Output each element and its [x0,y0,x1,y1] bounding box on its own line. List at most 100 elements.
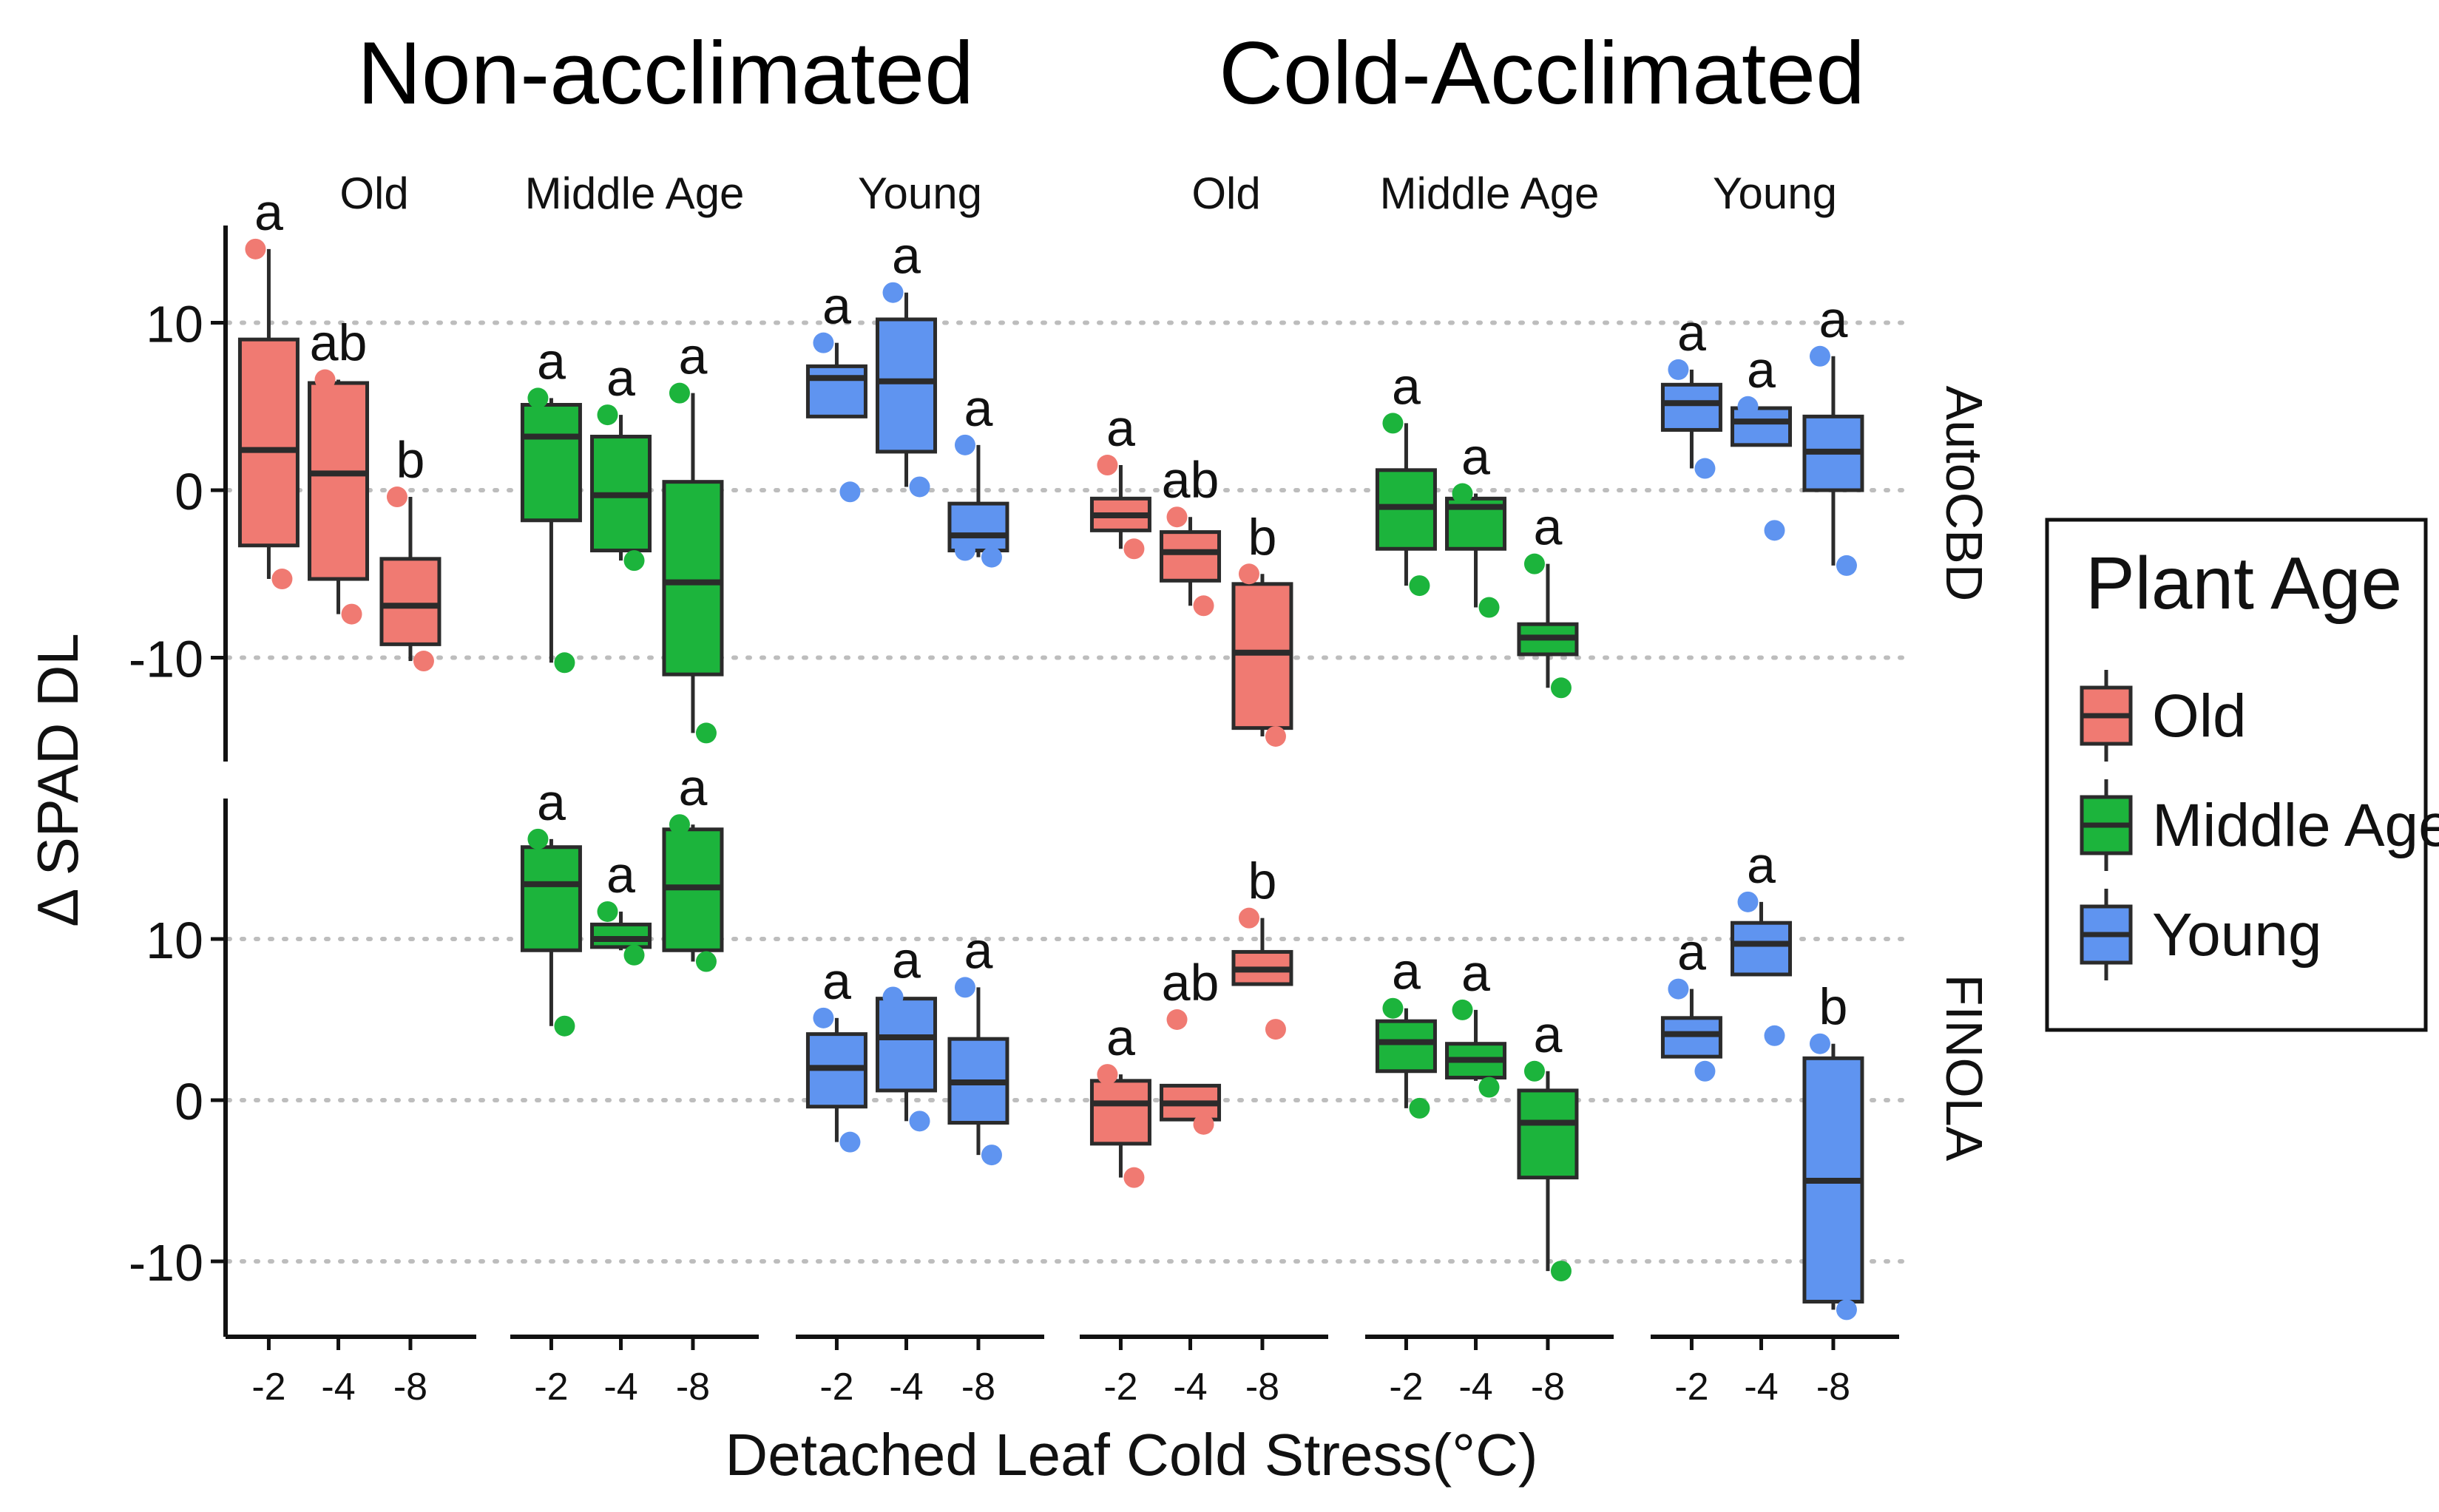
point-finola-cold-acclimated-old-x-2-1 [1123,1167,1145,1188]
point-finola-non-acclimated-middle-age-x-2-0 [527,828,549,850]
point-autocbd-cold-acclimated-young-x-2-1 [1694,458,1716,479]
legend-title: Plant Age [2086,542,2402,625]
y-tick-label-autocbd--10: -10 [129,631,203,688]
point-finola-cold-acclimated-young-x-2-1 [1694,1060,1716,1082]
significance-letter-autocbd-non-acclimated-middle-age-x-4: a [606,349,635,407]
point-autocbd-cold-acclimated-young-x-8-0 [1809,345,1830,367]
significance-letter-autocbd-non-acclimated-young-x-4: a [892,227,921,285]
x-tick-label-non-acclimated-old-2: -8 [393,1366,427,1408]
legend-label-middle-age: Middle Age [2152,792,2439,859]
point-autocbd-non-acclimated-old-x-2-0 [245,238,266,260]
point-finola-cold-acclimated-middle-age-x-4-1 [1478,1077,1500,1098]
point-autocbd-non-acclimated-old-x-8-0 [386,487,407,508]
point-autocbd-non-acclimated-middle-age-x-2-1 [554,652,575,674]
column-strip-cold-acclimated-middle-age: Middle Age [1380,169,1600,218]
significance-letter-autocbd-cold-acclimated-middle-age-x-4: a [1461,428,1490,486]
box-finola-non-acclimated-middle-age-x-2 [520,845,582,952]
x-tick-label-cold-acclimated-middle-age-1: -4 [1458,1366,1492,1408]
column-strip-non-acclimated-old: Old [339,169,408,218]
y-tick-label-finola-10: 10 [146,912,203,969]
x-tick-label-non-acclimated-old-1: -4 [321,1366,355,1408]
column-strip-cold-acclimated-old: Old [1191,169,1260,218]
box-finola-non-acclimated-middle-age-x-4 [590,922,652,949]
box-finola-cold-acclimated-young-x-2 [1660,1016,1722,1059]
point-autocbd-non-acclimated-middle-age-x-4-0 [597,404,618,426]
panel-grid: -10 0 10 AutoCBD -10 0 10 FINOLA Old -2 -4 -8 Middle… [129,169,1993,1408]
column-strip-cold-acclimated-young: Young [1713,169,1837,218]
point-finola-cold-acclimated-middle-age-x-8-0 [1523,1060,1545,1082]
significance-letter-finola-non-acclimated-middle-age-x-2: a [537,773,566,831]
point-autocbd-cold-acclimated-old-x-8-0 [1238,563,1259,585]
significance-letter-autocbd-cold-acclimated-old-x-4: ab [1162,451,1220,509]
point-finola-cold-acclimated-old-x-8-1 [1265,1019,1286,1040]
point-finola-cold-acclimated-young-x-2-0 [1668,978,1689,1000]
x-tick-label-non-acclimated-young-2: -8 [961,1366,995,1408]
point-finola-cold-acclimated-young-x-8-1 [1836,1299,1857,1321]
significance-letter-autocbd-non-acclimated-young-x-8: a [964,379,992,437]
significance-letter-autocbd-cold-acclimated-old-x-2: a [1106,399,1135,457]
point-autocbd-non-acclimated-young-x-8-1 [981,546,1002,568]
point-autocbd-cold-acclimated-young-x-8-1 [1836,555,1857,576]
significance-letter-finola-non-acclimated-young-x-8: a [964,921,992,979]
point-finola-cold-acclimated-old-x-8-0 [1238,907,1259,929]
point-autocbd-non-acclimated-old-x-2-1 [271,569,293,590]
significance-letter-finola-non-acclimated-young-x-4: a [892,931,921,989]
box-finola-cold-acclimated-young-x-4 [1731,921,1793,977]
point-finola-cold-acclimated-old-x-2-0 [1097,1064,1118,1085]
point-autocbd-cold-acclimated-young-x-2-0 [1668,359,1689,380]
point-finola-cold-acclimated-middle-age-x-8-1 [1550,1261,1572,1282]
point-finola-non-acclimated-young-x-4-0 [882,986,904,1008]
point-autocbd-non-acclimated-young-x-4-1 [909,476,930,498]
x-tick-label-cold-acclimated-young-0: -2 [1674,1366,1708,1408]
point-autocbd-cold-acclimated-middle-age-x-4-1 [1478,597,1500,618]
point-finola-cold-acclimated-middle-age-x-2-0 [1382,997,1404,1019]
significance-letter-finola-cold-acclimated-middle-age-x-2: a [1392,943,1421,1000]
point-autocbd-cold-acclimated-old-x-4-1 [1193,595,1214,617]
box-autocbd-non-acclimated-middle-age-x-2 [520,402,582,523]
point-finola-non-acclimated-middle-age-x-2-1 [554,1015,575,1037]
header-non-acclimated: Non-acclimated [357,24,974,123]
point-autocbd-non-acclimated-middle-age-x-8-1 [695,722,717,744]
significance-letter-finola-cold-acclimated-middle-age-x-8: a [1533,1006,1562,1063]
column-strip-non-acclimated-young: Young [858,169,982,218]
x-tick-label-cold-acclimated-old-1: -4 [1173,1366,1207,1408]
point-autocbd-non-acclimated-old-x-8-1 [413,651,434,672]
x-tick-label-cold-acclimated-old-2: -8 [1245,1366,1279,1408]
box-autocbd-non-acclimated-middle-age-x-8 [662,480,724,677]
point-autocbd-cold-acclimated-middle-age-x-8-0 [1523,553,1545,574]
x-tick-label-cold-acclimated-young-1: -4 [1744,1366,1778,1408]
point-autocbd-cold-acclimated-middle-age-x-2-0 [1382,413,1404,434]
point-autocbd-cold-acclimated-middle-age-x-4-0 [1452,483,1473,504]
box-autocbd-cold-acclimated-old-x-8 [1231,582,1293,730]
significance-letter-finola-non-acclimated-middle-age-x-4: a [606,846,635,904]
point-autocbd-cold-acclimated-old-x-8-1 [1265,725,1286,747]
significance-letter-autocbd-cold-acclimated-middle-age-x-2: a [1392,357,1421,415]
box-finola-non-acclimated-young-x-4 [876,997,938,1093]
point-finola-cold-acclimated-old-x-4-0 [1166,1009,1188,1030]
point-finola-non-acclimated-young-x-8-0 [954,977,975,998]
x-axis-label: Detached Leaf Cold Stress(°C) [725,1422,1538,1488]
significance-letter-autocbd-non-acclimated-young-x-2: a [822,277,851,335]
box-finola-cold-acclimated-middle-age-x-8 [1517,1088,1579,1180]
box-autocbd-non-acclimated-young-x-2 [805,364,867,418]
x-tick-label-non-acclimated-middle-age-2: -8 [676,1366,710,1408]
point-finola-cold-acclimated-middle-age-x-2-1 [1409,1097,1430,1119]
significance-letter-finola-cold-acclimated-old-x-2: a [1106,1008,1135,1066]
x-tick-label-non-acclimated-middle-age-1: -4 [603,1366,637,1408]
point-finola-non-acclimated-middle-age-x-4-0 [597,901,618,922]
header-cold-acclimated: Cold-Acclimated [1219,24,1865,123]
point-finola-non-acclimated-middle-age-x-8-0 [669,814,690,835]
point-autocbd-cold-acclimated-old-x-2-1 [1123,538,1145,560]
y-tick-label-finola-0: 0 [175,1073,203,1130]
point-autocbd-non-acclimated-middle-age-x-8-0 [669,382,690,404]
point-finola-non-acclimated-young-x-2-0 [813,1007,834,1028]
point-autocbd-non-acclimated-middle-age-x-2-0 [527,387,549,409]
significance-letter-autocbd-non-acclimated-middle-age-x-8: a [678,328,707,385]
significance-letter-finola-cold-acclimated-old-x-4: ab [1162,954,1220,1011]
point-autocbd-non-acclimated-young-x-4-0 [882,282,904,303]
significance-letter-autocbd-cold-acclimated-young-x-8: a [1819,291,1847,348]
significance-letter-finola-non-acclimated-middle-age-x-8: a [678,759,707,816]
x-tick-label-non-acclimated-young-0: -2 [819,1366,853,1408]
significance-letter-autocbd-cold-acclimated-young-x-2: a [1677,304,1706,362]
